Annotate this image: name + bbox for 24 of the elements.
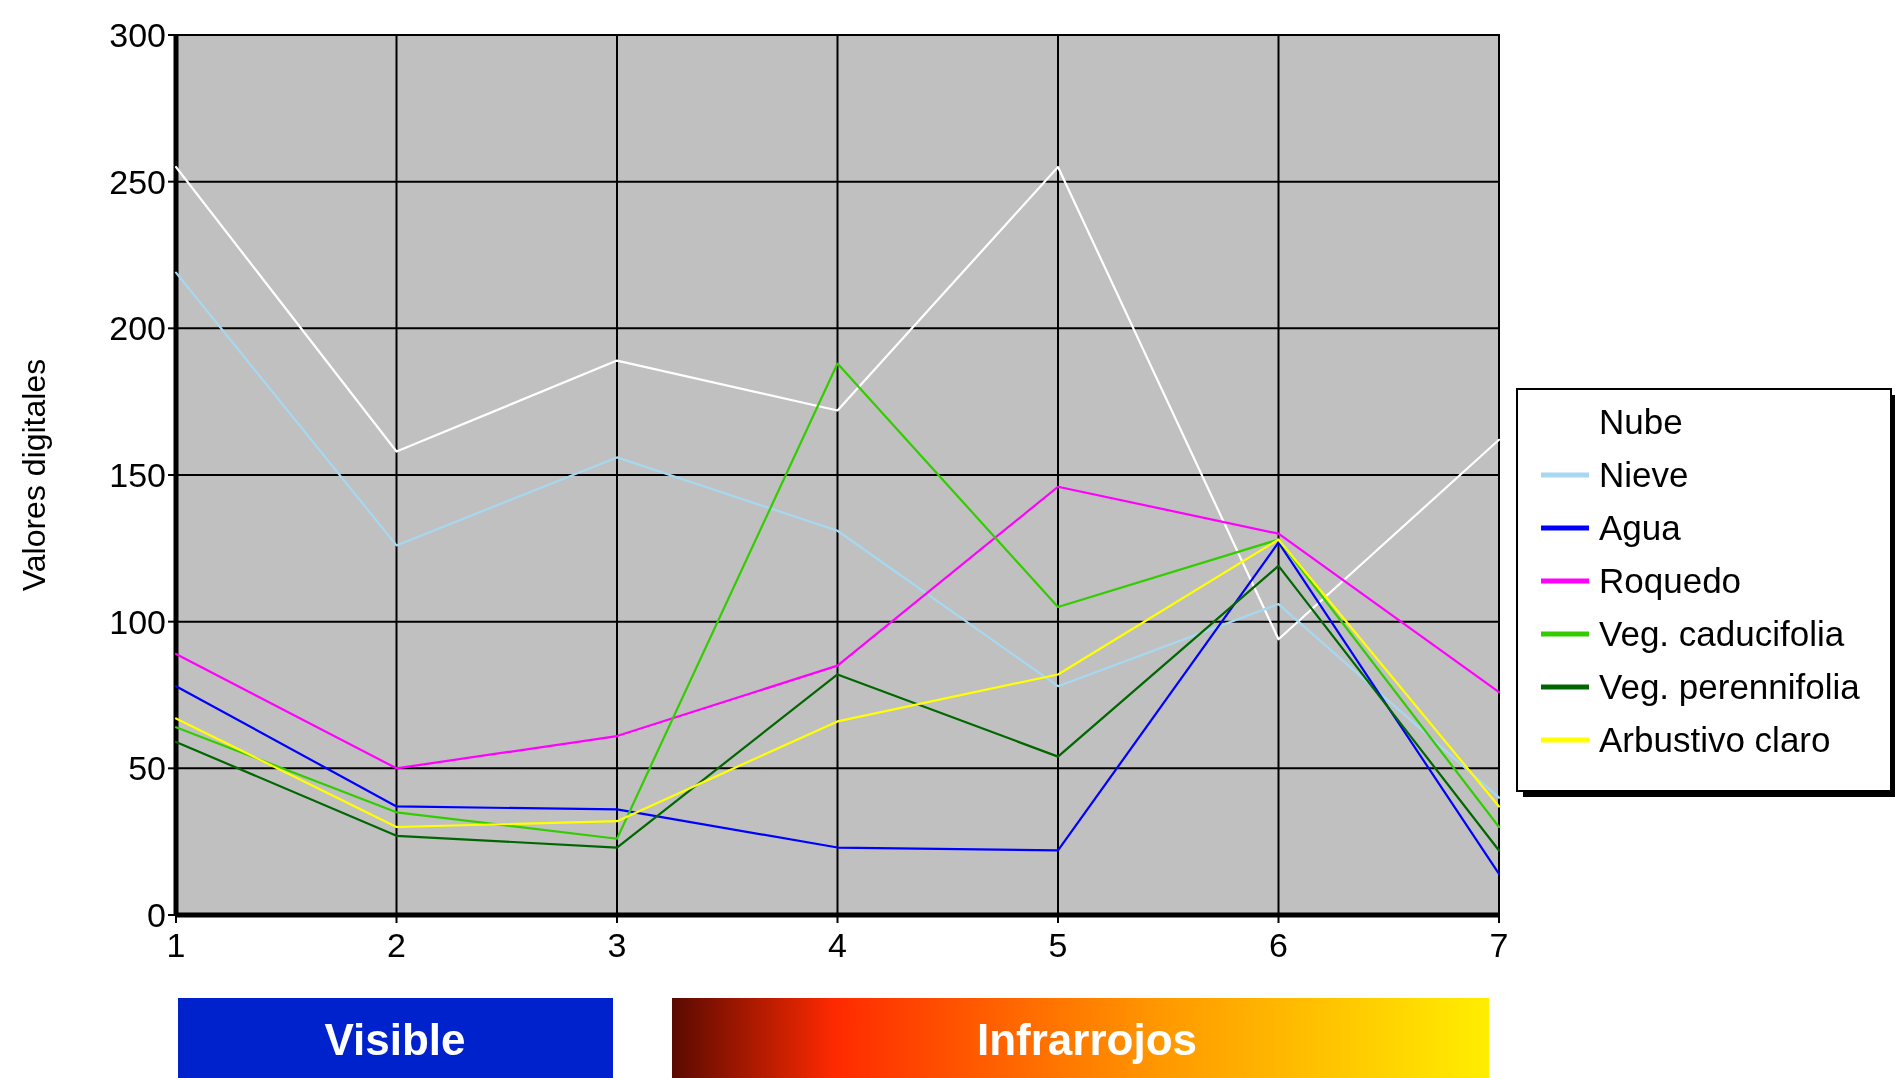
x-tick-label: 2 — [387, 926, 406, 964]
y-tick-label: 300 — [109, 15, 166, 54]
text: Visible — [324, 1015, 466, 1065]
text: Infrarrojos — [976, 1015, 1198, 1065]
legend-label: Agua — [1599, 508, 1682, 548]
y-tick-label: 150 — [109, 455, 166, 494]
y-tick-label: 50 — [128, 749, 166, 788]
x-tick-label: 5 — [1048, 926, 1068, 964]
legend-label: Veg. perennifolia — [1599, 667, 1861, 707]
y-tick-label: 0 — [147, 895, 166, 934]
y-tick-label: 200 — [109, 309, 166, 348]
x-tick-label: 7 — [1489, 926, 1509, 964]
legend-label: Arbustivo claro — [1599, 720, 1831, 760]
text: Nube — [1599, 402, 1683, 442]
y-axis-title: Valores digitales — [16, 358, 52, 592]
y-tick-label: 100 — [109, 602, 166, 641]
legend-label: Nieve — [1599, 455, 1689, 495]
x-tick-label: 3 — [607, 926, 627, 964]
y-tick-label: 250 — [109, 162, 166, 201]
x-tick-label: 6 — [1269, 926, 1288, 964]
x-tick-label: 4 — [828, 926, 847, 964]
x-tick-label: 1 — [166, 926, 186, 964]
legend-label: Roquedo — [1599, 561, 1742, 601]
legend-label: Veg. caducifolia — [1599, 614, 1845, 654]
